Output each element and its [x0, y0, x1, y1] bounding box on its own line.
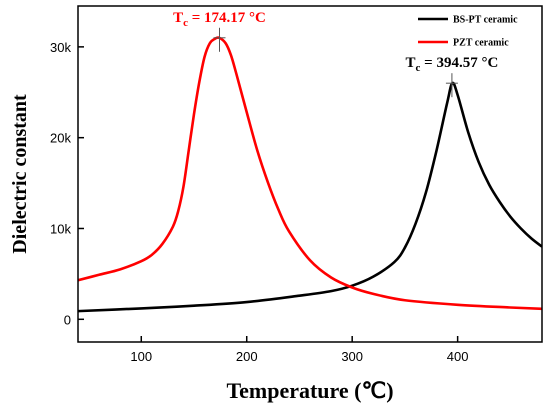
plot-frame [77, 5, 543, 343]
y-tick-label: 20k [50, 131, 71, 146]
legend-label: BS-PT ceramic [453, 15, 518, 26]
x-tick-label: 200 [236, 349, 258, 364]
x-axis-title: Temperature (℃) [226, 378, 393, 403]
y-tick-label: 0 [64, 312, 71, 327]
y-axis-title: Dielectric constant [9, 94, 31, 254]
legend-label: PZT ceramic [453, 38, 509, 49]
series-line-pzt [78, 36, 542, 311]
x-tick-label: 100 [130, 349, 152, 364]
y-tick-label: 30k [50, 40, 71, 55]
x-tick-label: 300 [341, 349, 363, 364]
series-line-bs-pt [78, 81, 542, 313]
x-tick-label: 400 [447, 349, 469, 364]
y-tick-label: 10k [50, 221, 71, 236]
tc-annotation: Tc = 394.57 °C [406, 55, 499, 74]
tc-annotation: Tc = 174.17 °C [173, 10, 266, 29]
legend: BS-PT ceramic PZT ceramic [418, 15, 518, 49]
